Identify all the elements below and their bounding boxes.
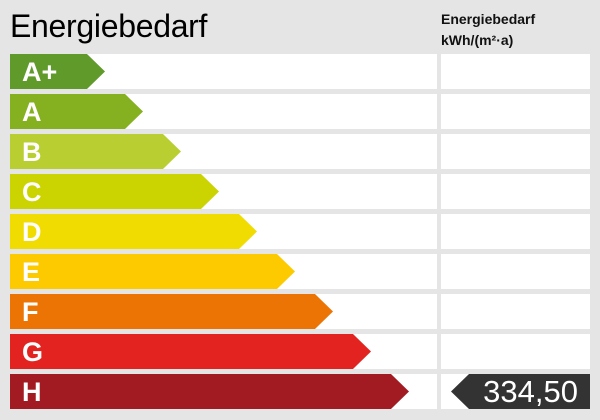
unit-header-line2: kWh/(m²·a) xyxy=(441,32,514,48)
class-bar-shape-A xyxy=(10,94,143,129)
class-bar-H xyxy=(10,374,409,409)
class-label: H xyxy=(22,377,42,407)
class-bar-shape-E xyxy=(10,254,295,289)
class-bar-A xyxy=(10,94,143,129)
class-bar-E xyxy=(10,254,295,289)
class-label: A xyxy=(22,97,42,127)
class-row-G: G xyxy=(10,334,437,369)
value-cell-A+ xyxy=(441,54,590,89)
unit-header: Energiebedarf kWh/(m²·a) xyxy=(441,9,535,51)
class-bar-C xyxy=(10,174,219,209)
class-label: B xyxy=(22,137,42,167)
class-bar-shape-C xyxy=(10,174,219,209)
class-label: C xyxy=(22,177,42,207)
value-cell-B xyxy=(441,134,590,169)
chart-title: Energiebedarf xyxy=(10,8,208,44)
class-row-D: D xyxy=(10,214,437,249)
value-cell-C xyxy=(441,174,590,209)
class-bar-shape-D xyxy=(10,214,257,249)
class-row-H: H xyxy=(10,374,437,409)
class-row-E: E xyxy=(10,254,437,289)
class-row-C: C xyxy=(10,174,437,209)
value-cell-G xyxy=(441,334,590,369)
class-bar-shape-F xyxy=(10,294,333,329)
class-row-A: A xyxy=(10,94,437,129)
class-label: E xyxy=(22,257,41,287)
value-cell-E xyxy=(441,254,590,289)
value-marker-shape xyxy=(451,374,590,409)
class-bar-A+ xyxy=(10,54,105,89)
value-marker-arrow xyxy=(451,374,590,409)
class-bar-G xyxy=(10,334,371,369)
class-bar-shape-B xyxy=(10,134,181,169)
value-marker: 334,50 xyxy=(451,374,590,409)
class-label: D xyxy=(22,217,42,247)
class-row-B: B xyxy=(10,134,437,169)
class-label: G xyxy=(22,337,44,367)
class-label: A+ xyxy=(22,57,58,87)
value-cell-D xyxy=(441,214,590,249)
class-row-A+: A+ xyxy=(10,54,437,89)
class-bar-D xyxy=(10,214,257,249)
class-bar-shape-G xyxy=(10,334,371,369)
class-row-F: F xyxy=(10,294,437,329)
unit-header-line1: Energiebedarf xyxy=(441,11,536,27)
class-bar-B xyxy=(10,134,181,169)
class-bar-shape-H xyxy=(10,374,409,409)
class-bar-shape-A+ xyxy=(10,54,105,89)
class-label: F xyxy=(22,297,39,327)
value-cell-A xyxy=(441,94,590,129)
value-cell-F xyxy=(441,294,590,329)
class-bar-F xyxy=(10,294,333,329)
value-text: 334,50 xyxy=(483,374,578,409)
